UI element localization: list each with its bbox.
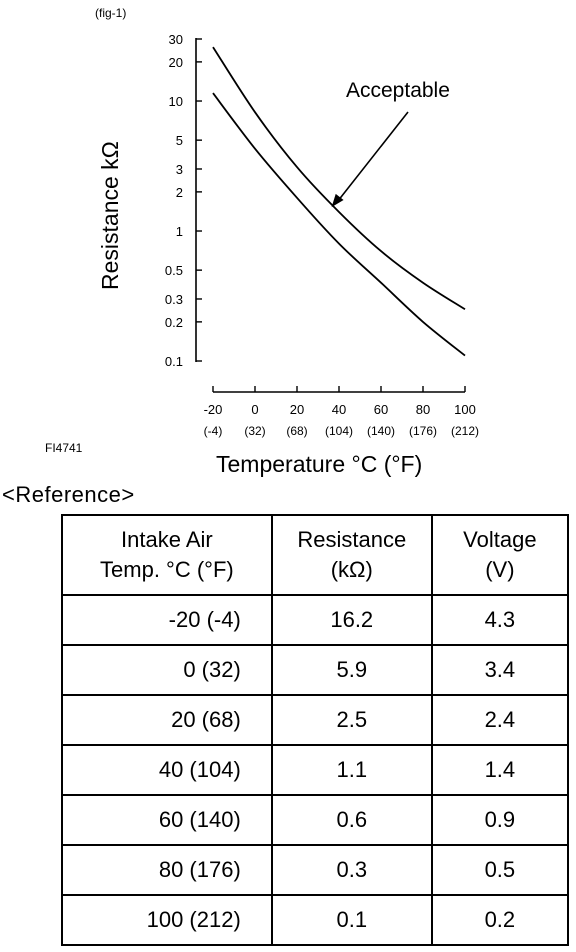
- x-tick-label-celsius: 60: [374, 402, 388, 417]
- y-tick-label: 0.2: [165, 315, 183, 330]
- acceptable-arrow-head: [331, 193, 344, 208]
- x-tick-label-fahrenheit: (32): [244, 424, 265, 438]
- x-tick-label-fahrenheit: (176): [409, 424, 437, 438]
- y-axis-label: Resistance kΩ: [97, 141, 123, 290]
- cell-resistance: 5.9: [270, 644, 433, 696]
- x-tick-label-fahrenheit: (68): [286, 424, 307, 438]
- figure-code: FI4741: [45, 441, 83, 455]
- cell-voltage: 0.5: [430, 844, 570, 896]
- x-tick-label-fahrenheit: (-4): [204, 424, 223, 438]
- y-tick-label: 5: [176, 133, 183, 148]
- y-tick-label: 20: [169, 55, 183, 70]
- acceptable-arrow-line: [337, 111, 409, 201]
- x-tick-label-celsius: -20: [204, 402, 223, 417]
- y-tick-label: 0.5: [165, 263, 183, 278]
- table-header-row: Intake Air Temp. °C (°F) Resistance (kΩ)…: [61, 514, 570, 596]
- table-row: -20 (-4) 16.2 4.3: [61, 594, 570, 646]
- cell-temperature: 100 (212): [61, 894, 273, 946]
- cell-voltage: 3.4: [430, 644, 570, 696]
- header-voltage: Voltage (V): [430, 514, 570, 596]
- upper-limit-curve: [212, 46, 466, 311]
- x-axis-label: Temperature °C (°F): [216, 451, 422, 477]
- x-tick-label-fahrenheit: (104): [325, 424, 353, 438]
- figure-label: (fig-1): [95, 6, 126, 20]
- cell-resistance: 0.6: [270, 794, 433, 846]
- table-row: 60 (140) 0.6 0.9: [61, 794, 570, 846]
- cell-resistance: 0.1: [270, 894, 433, 946]
- y-tick-label: 1: [176, 224, 183, 239]
- lower-limit-curve: [212, 92, 466, 357]
- x-tick-label-fahrenheit: (212): [451, 424, 479, 438]
- table-row: 0 (32) 5.9 3.4: [61, 644, 570, 696]
- y-tick-label: 3: [176, 162, 183, 177]
- cell-voltage: 0.2: [430, 894, 570, 946]
- x-tick-label-celsius: 100: [454, 402, 476, 417]
- cell-resistance: 2.5: [270, 694, 433, 746]
- cell-resistance: 1.1: [270, 744, 433, 796]
- table-row: 100 (212) 0.1 0.2: [61, 894, 570, 946]
- cell-temperature: 60 (140): [61, 794, 273, 846]
- reference-title: <Reference>: [2, 482, 135, 507]
- cell-resistance: 0.3: [270, 844, 433, 896]
- reference-table: Intake Air Temp. °C (°F) Resistance (kΩ)…: [61, 514, 570, 946]
- cell-voltage: 0.9: [430, 794, 570, 846]
- cell-temperature: 0 (32): [61, 644, 273, 696]
- x-tick-label-celsius: 0: [251, 402, 258, 417]
- table-row: 80 (176) 0.3 0.5: [61, 844, 570, 896]
- y-tick-label: 30: [169, 32, 183, 47]
- x-tick-label-celsius: 20: [290, 402, 304, 417]
- y-tick-label: 2: [176, 185, 183, 200]
- table-row: 20 (68) 2.5 2.4: [61, 694, 570, 746]
- cell-resistance: 16.2: [270, 594, 433, 646]
- x-tick-label-celsius: 40: [332, 402, 346, 417]
- cell-voltage: 4.3: [430, 594, 570, 646]
- x-tick-label-fahrenheit: (140): [367, 424, 395, 438]
- cell-voltage: 1.4: [430, 744, 570, 796]
- header-intake-air-temp: Intake Air Temp. °C (°F): [61, 514, 273, 596]
- acceptable-label: Acceptable: [346, 79, 450, 102]
- y-tick-label: 0.3: [165, 292, 183, 307]
- cell-temperature: 80 (176): [61, 844, 273, 896]
- cell-voltage: 2.4: [430, 694, 570, 746]
- header-resistance: Resistance (kΩ): [270, 514, 433, 596]
- y-tick-label: 10: [169, 94, 183, 109]
- cell-temperature: 20 (68): [61, 694, 273, 746]
- cell-temperature: -20 (-4): [61, 594, 273, 646]
- resistance-temperature-chart: (fig-1) FI4741 Resistance kΩ Temperature…: [45, 6, 479, 477]
- cell-temperature: 40 (104): [61, 744, 273, 796]
- y-tick-label: 0.1: [165, 354, 183, 369]
- table-row: 40 (104) 1.1 1.4: [61, 744, 570, 796]
- x-tick-label-celsius: 80: [416, 402, 430, 417]
